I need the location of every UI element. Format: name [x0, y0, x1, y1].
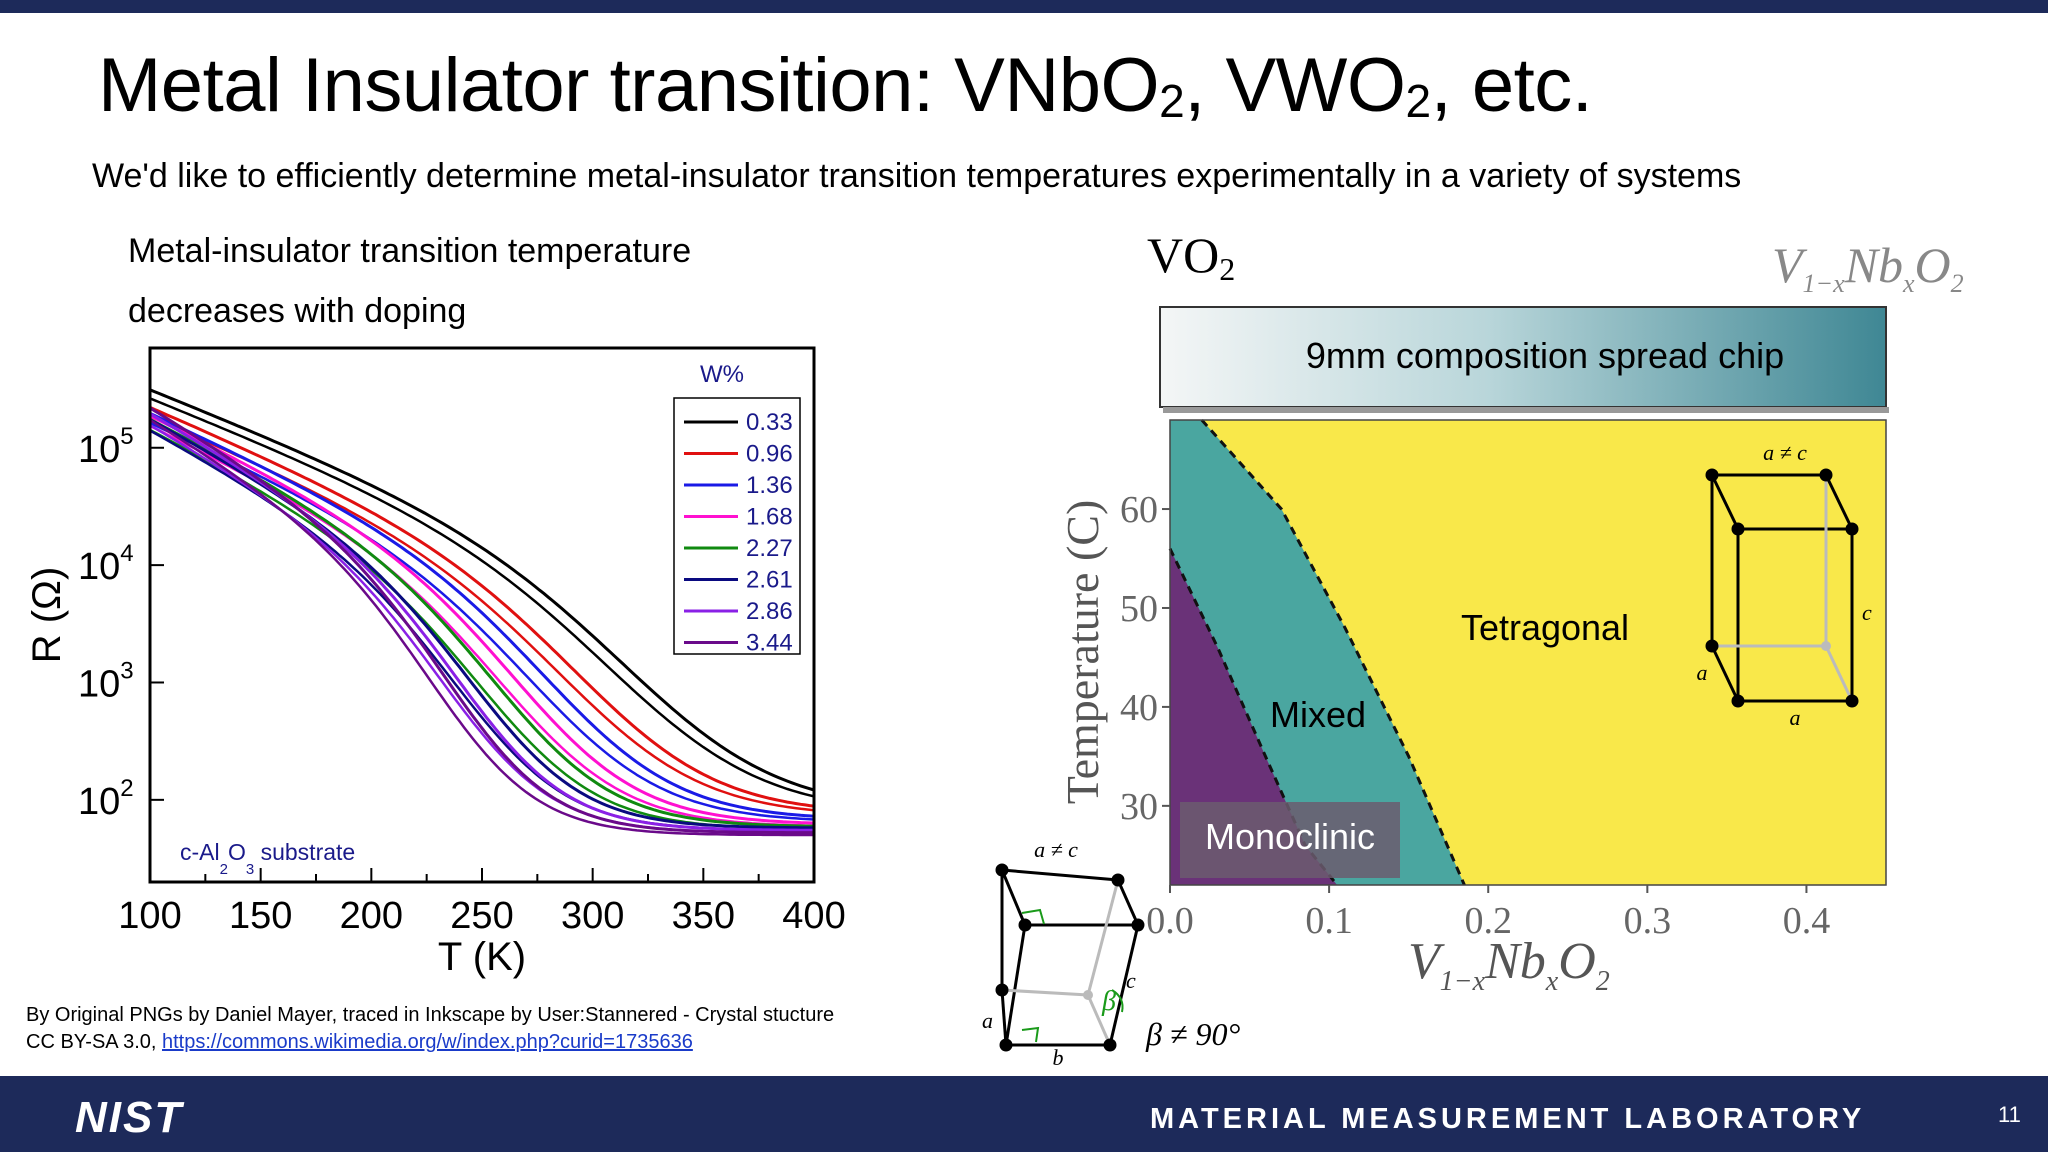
credit-license: CC BY-SA 3.0,	[26, 1031, 162, 1053]
beta-note: β ≠ 90°	[1145, 1016, 1241, 1052]
y-tick-label: 104	[78, 540, 134, 588]
legend-label: 1.68	[746, 504, 793, 531]
tetragonal-side-label: c	[1862, 600, 1872, 625]
series-line-return	[149, 418, 814, 837]
note-line-1: Metal-insulator transition temperature	[128, 232, 692, 270]
phase-x-tick-label: 0.3	[1624, 900, 1672, 942]
legend-label: 2.61	[746, 567, 793, 594]
series-line	[149, 406, 815, 808]
legend: 0.33 0.96 1.36 1.68 2.27 2.61 2.86 3.44	[684, 409, 793, 657]
phase-y-tick-label: 40	[1120, 687, 1158, 729]
right-angle-marker-bottom	[1021, 1026, 1040, 1043]
y-tick-label: 102	[78, 775, 134, 823]
monoclinic-bottom-label: b	[1053, 1045, 1064, 1070]
legend-label: 1.36	[746, 472, 793, 499]
monoclinic-label-box	[1180, 802, 1400, 878]
chip-label: 9mm composition spread chip	[1306, 335, 1784, 376]
doping-note: Metal-insulator transition temperature d…	[128, 221, 691, 341]
phase-map-frame	[1169, 419, 1887, 886]
monoclinic-left-label: a	[982, 1008, 993, 1033]
monoclinic-beta-label: β	[1101, 986, 1116, 1017]
credit-line-1: By Original PNGs by Daniel Mayer, traced…	[26, 1004, 835, 1026]
y-tick-label: 103	[78, 657, 134, 705]
x-axis-label: T (K)	[438, 935, 526, 979]
monoclinic-cell-icon	[995, 863, 1145, 1052]
x-tick-label: 150	[229, 895, 292, 937]
series-line-return	[149, 397, 815, 798]
footer-bar	[0, 1076, 2048, 1152]
series-line	[149, 388, 815, 792]
phase-x-tick-label: 0.0	[1146, 900, 1194, 942]
tetragonal-left-label: a	[1697, 660, 1708, 685]
series-line	[149, 406, 814, 835]
legend-label: 2.86	[746, 598, 793, 625]
legend-label: 2.27	[746, 535, 793, 562]
monoclinic-top-label: a ≠ c	[1034, 837, 1078, 862]
left-series-group	[149, 388, 815, 837]
legend-label: 0.96	[746, 441, 793, 468]
x-tick-label: 300	[561, 895, 624, 937]
note-line-2: decreases with doping	[128, 292, 467, 330]
x-tick-label: 400	[782, 895, 845, 937]
phase-y-axis: 30 40 50 60	[1120, 489, 1170, 828]
y-axis-label: R (Ω)	[25, 567, 69, 664]
phase-y-label: Temperature (C)	[1057, 500, 1108, 805]
lab-name: MATERIAL MEASUREMENT LABORATORY	[1150, 1103, 1866, 1135]
x-axis: 100 150 200 250 300 350 400	[118, 868, 846, 937]
monoclinic-side-label: c	[1126, 968, 1136, 993]
series-line-return	[149, 421, 815, 821]
region-monoclinic	[1170, 548, 1338, 885]
phase-diagram: VO2 V1−xNbxO2 9mm composition spread chi…	[982, 227, 1964, 1070]
composition-chip	[1159, 306, 1887, 408]
boundary-outer	[1200, 419, 1466, 886]
substrate-annotation: c-Al2O3 substrate	[180, 839, 355, 878]
x-tick-label: 250	[450, 895, 513, 937]
x-tick-label: 350	[672, 895, 735, 937]
y-tick-label: 105	[78, 423, 134, 471]
legend-title: W%	[700, 361, 744, 388]
vnbo2-label: V1−xNbxO2	[1772, 237, 1964, 298]
phase-x-tick-label: 0.2	[1464, 900, 1512, 942]
slide-subtitle: We'd like to efficiently determine metal…	[92, 157, 1742, 195]
series-line	[149, 418, 815, 830]
phase-y-tick-label: 30	[1120, 786, 1158, 828]
region-label-mixed: Mixed	[1270, 694, 1366, 735]
beta-angle-arc	[1111, 989, 1124, 1013]
legend-label: 0.33	[746, 409, 793, 436]
x-tick-label: 100	[118, 895, 181, 937]
slide-title: Metal Insulator transition: VNbO2, VWO2,…	[98, 43, 1593, 128]
phase-x-label: V1−xNbxO2	[1408, 933, 1610, 997]
y-axis: 102 103 104 105	[78, 423, 164, 823]
vo2-label: VO2	[1147, 227, 1235, 287]
region-label-tetragonal: Tetragonal	[1461, 607, 1629, 648]
phase-x-tick-label: 0.1	[1305, 900, 1353, 942]
chip-shadow	[1163, 407, 1889, 413]
credit-link[interactable]: https://commons.wikimedia.org/w/index.ph…	[162, 1031, 693, 1053]
x-tick-label: 200	[340, 895, 403, 937]
top-bar	[0, 0, 2048, 13]
phase-y-tick-label: 60	[1120, 489, 1158, 531]
image-credit: By Original PNGs by Daniel Mayer, traced…	[26, 1002, 834, 1056]
tetragonal-top-label: a ≠ c	[1763, 440, 1807, 465]
tetragonal-cell-icon	[1705, 468, 1859, 708]
credit-line-2: CC BY-SA 3.0, https://commons.wikimedia.…	[26, 1029, 834, 1056]
tetragonal-bottom-label: a	[1790, 705, 1801, 730]
series-line	[149, 414, 815, 825]
phase-x-tick-label: 0.4	[1783, 900, 1831, 942]
phase-y-tick-label: 50	[1120, 588, 1158, 630]
phase-x-axis: 0.0 0.1 0.2 0.3 0.4	[1146, 885, 1830, 942]
right-angle-marker-top	[1021, 908, 1045, 925]
nist-logo: NIST	[75, 1093, 184, 1142]
region-label-monoclinic: Monoclinic	[1205, 816, 1375, 857]
page-number: 11	[1998, 1102, 2021, 1127]
resistance-chart: 100 150 200 250 300 350 400 102 103 104 105 T (K)…	[25, 346, 846, 979]
legend-label: 3.44	[746, 630, 793, 657]
series-line	[149, 412, 815, 818]
